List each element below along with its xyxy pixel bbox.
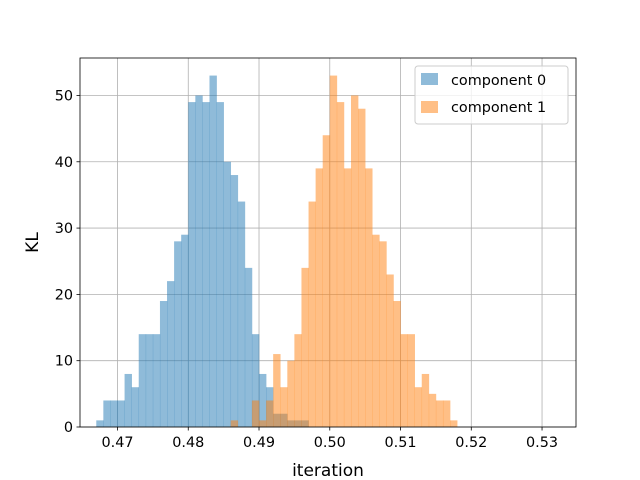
histogram-bar-component-0	[159, 301, 168, 427]
histogram-bar-component-1	[365, 168, 373, 427]
histogram-bar-component-1	[407, 334, 415, 427]
y-tick-label: 50	[55, 88, 73, 104]
histogram-bar-component-1	[329, 75, 338, 428]
histogram-bar-component-0	[195, 95, 203, 427]
histogram-bar-component-1	[322, 135, 331, 427]
y-tick-label: 20	[55, 287, 73, 303]
histogram-bar-component-1	[350, 95, 359, 427]
histogram-bar-component-1	[414, 387, 423, 427]
histogram-bar-component-0	[117, 400, 125, 427]
histogram-bar-component-1	[280, 387, 288, 427]
histogram-bar-component-1	[259, 420, 267, 427]
legend: component 0 component 1	[414, 65, 569, 125]
plot-area-frame	[79, 57, 577, 428]
histogram-bar-component-0	[174, 241, 182, 427]
legend-frame	[414, 65, 569, 125]
x-tick-label: 0.52	[455, 435, 487, 451]
y-tick-label: 0	[64, 420, 73, 436]
histogram-bar-component-1	[343, 168, 352, 427]
histogram-bar-component-0	[131, 387, 140, 427]
histogram-bar-component-1	[266, 400, 274, 427]
histogram-bar-component-0	[181, 234, 189, 427]
histogram-bar-component-0	[202, 102, 210, 428]
y-tick-label: 30	[55, 221, 73, 237]
histogram-bar-component-1	[273, 354, 281, 427]
axis-ticks: 0.47 0.48 0.49 0.50 0.51 0.52 0.53 0 10 20 30 40 50	[55, 88, 558, 451]
histogram-bar-component-0	[237, 201, 246, 427]
histogram-bar-component-0	[244, 267, 253, 427]
histogram-bar-component-1	[393, 301, 401, 427]
legend-label-component-0: component 0	[451, 73, 546, 89]
histogram-bar-component-1	[372, 234, 380, 427]
x-tick-label: 0.48	[172, 435, 204, 451]
legend-label-component-1: component 1	[451, 100, 546, 116]
histogram-bar-component-0	[152, 334, 161, 427]
histogram-bar-component-1	[251, 400, 260, 427]
histogram-bar-component-1	[450, 420, 458, 427]
x-tick-label: 0.49	[243, 435, 275, 451]
legend-swatch-component-1	[421, 101, 438, 113]
histogram-bar-component-0	[216, 102, 224, 428]
x-axis-label: iteration	[292, 461, 364, 480]
histogram-bar-component-1	[336, 102, 345, 428]
histogram-bar-component-1	[400, 334, 408, 427]
x-tick-label: 0.53	[526, 435, 558, 451]
histogram-bar-component-0	[96, 420, 104, 427]
histogram-bar-component-1	[386, 274, 394, 427]
y-axis-label: KL	[23, 232, 43, 253]
histogram-bar-component-0	[138, 334, 147, 427]
histogram-bar-component-0	[103, 400, 111, 427]
histogram-bar-component-1	[358, 108, 366, 427]
histogram-bar-component-1	[308, 201, 316, 427]
x-tick-label: 0.47	[101, 435, 133, 451]
legend-swatch-component-0	[421, 73, 438, 85]
histogram-bar-component-1	[287, 360, 295, 427]
histogram-bar-component-0	[167, 281, 175, 427]
histogram-bar-component-1	[435, 400, 444, 427]
x-tick-label: 0.50	[314, 435, 346, 451]
histogram-bars	[96, 75, 458, 428]
histogram-bar-component-0	[188, 102, 196, 428]
histogram-bar-component-1	[230, 420, 239, 427]
histogram-bar-component-1	[379, 241, 387, 427]
histogram-bar-component-0	[145, 334, 154, 427]
histogram-bar-component-1	[315, 168, 323, 427]
histogram-bar-component-0	[251, 334, 260, 427]
histogram-bar-component-0	[259, 373, 267, 427]
histogram-bar-component-0	[124, 373, 132, 427]
histogram-bar-component-0	[230, 175, 239, 427]
histogram-bar-component-1	[294, 334, 302, 427]
histogram-bar-component-1	[442, 400, 451, 427]
x-tick-label: 0.51	[385, 435, 417, 451]
histogram-bar-component-0	[223, 161, 232, 428]
histogram-bar-component-1	[421, 373, 430, 427]
y-tick-label: 10	[55, 354, 73, 370]
histogram-bar-component-1	[301, 267, 309, 427]
histogram-bar-component-1	[428, 393, 437, 427]
histogram-bar-component-0	[110, 400, 118, 427]
histogram-bar-component-0	[209, 75, 217, 428]
y-tick-label: 40	[55, 155, 73, 171]
